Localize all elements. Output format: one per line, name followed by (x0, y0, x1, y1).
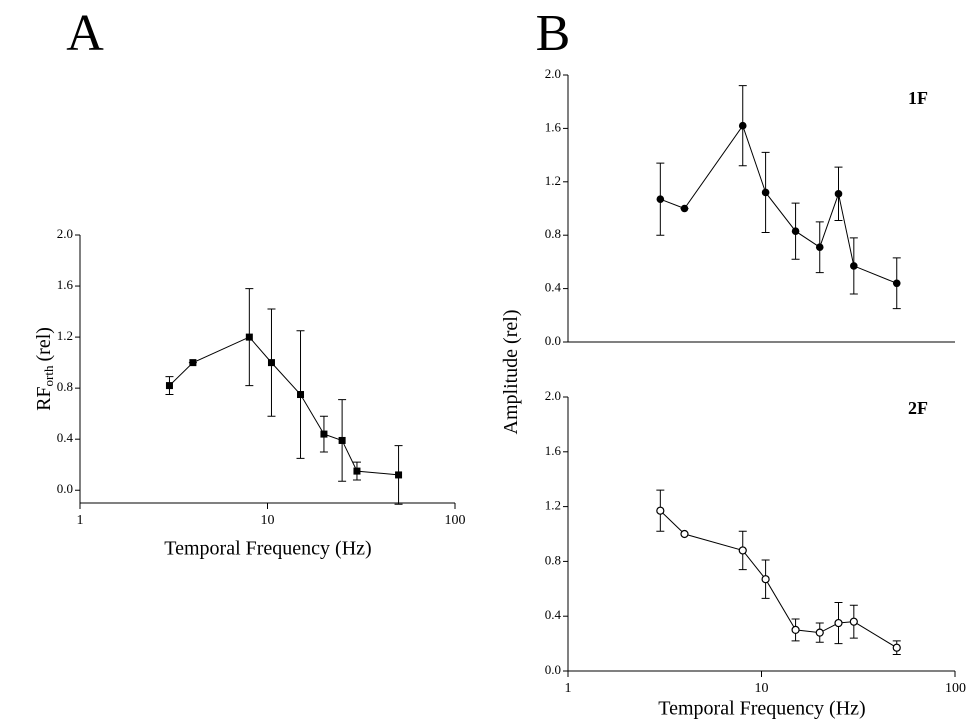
marker (320, 430, 328, 438)
x-tick-label: 10 (755, 681, 769, 696)
y-tick-label: 0.0 (545, 662, 561, 677)
y-axis-label-unit: (rel) (33, 327, 55, 361)
y-tick-label: 0.8 (545, 552, 561, 567)
y-axis-label-main: RF (33, 386, 55, 410)
y-tick-label: 1.6 (545, 443, 562, 458)
marker (395, 471, 403, 479)
x-tick-label: 10 (261, 513, 275, 528)
y-tick-label: 0.0 (545, 333, 561, 348)
marker (738, 121, 747, 130)
y-tick-label: 0.4 (57, 430, 74, 445)
annotation: 2F (908, 398, 928, 418)
marker (680, 204, 689, 213)
marker (267, 359, 275, 367)
y-tick-label: 1.2 (545, 498, 561, 513)
panel-label: A (66, 5, 104, 62)
y-tick-label: 0.0 (57, 481, 73, 496)
marker (761, 188, 770, 197)
marker (680, 529, 689, 539)
marker (791, 625, 800, 635)
marker (815, 243, 824, 252)
panel-label: B (536, 5, 571, 62)
marker (850, 262, 858, 270)
marker (189, 359, 197, 367)
x-axis-label: Temporal Frequency (Hz) (164, 538, 371, 560)
line (660, 124, 897, 284)
marker (738, 546, 747, 555)
marker (849, 617, 858, 626)
marker (656, 506, 665, 515)
marker (656, 195, 665, 203)
y-tick-label: 2.0 (545, 388, 561, 403)
x-axis-label: Temporal Frequency (Hz) (658, 698, 865, 720)
marker (297, 391, 305, 399)
y-tick-label: 1.2 (545, 173, 561, 188)
marker (892, 279, 901, 288)
y-tick-label: 0.4 (545, 607, 562, 622)
y-axis-label: RForth (rel) (33, 327, 56, 411)
axes (567, 397, 955, 672)
x-tick-label: 1 (565, 681, 572, 696)
marker (834, 190, 843, 198)
annotation: 1F (908, 88, 928, 108)
x-tick-label: 100 (445, 513, 466, 528)
marker (834, 618, 843, 628)
y-tick-label: 2.0 (545, 66, 561, 81)
marker (815, 628, 824, 637)
y-tick-label: 1.2 (57, 328, 73, 343)
y-tick-label: 1.6 (57, 277, 74, 292)
y-tick-label: 0.4 (545, 280, 562, 295)
y-axis-label-sub: orth (41, 365, 56, 386)
marker (165, 382, 173, 390)
marker (892, 643, 901, 652)
y-tick-label: 0.8 (57, 379, 73, 394)
x-tick-label: 1 (77, 513, 84, 528)
marker (761, 575, 770, 584)
y-tick-label: 2.0 (57, 226, 73, 241)
marker (245, 333, 253, 341)
marker (338, 436, 346, 444)
x-tick-label: 100 (945, 681, 966, 696)
y-tick-label: 1.6 (545, 119, 562, 134)
line (169, 336, 399, 476)
y-tick-label: 0.8 (545, 226, 561, 241)
marker (791, 227, 800, 235)
y-axis-label: Amplitude (rel) (500, 310, 522, 435)
line (659, 510, 898, 649)
y-axis-label-main: Amplitude (rel) (500, 310, 522, 435)
marker (353, 467, 361, 475)
